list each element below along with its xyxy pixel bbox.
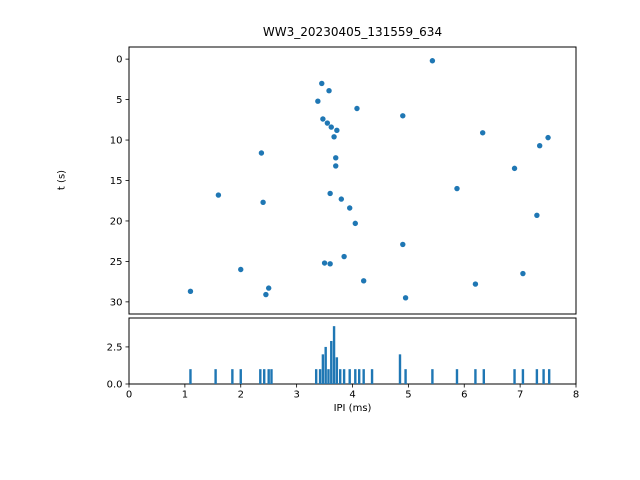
bar-axes-frame — [128, 317, 577, 385]
bar — [431, 369, 434, 384]
y-tick-label: 0.0 — [107, 380, 123, 391]
scatter-point — [327, 190, 333, 197]
scatter-point — [545, 134, 551, 141]
y-tick-label: 2.5 — [107, 342, 123, 353]
y-tick-label: 25 — [110, 257, 123, 268]
bar — [267, 369, 270, 384]
scatter-point — [338, 196, 345, 202]
scatter-point — [536, 143, 543, 149]
scatter-point — [360, 278, 367, 284]
x-tick-label: 4 — [349, 390, 355, 401]
bar — [455, 369, 459, 384]
x-tick-label: 0 — [126, 390, 132, 401]
bar — [314, 369, 318, 384]
scatter-point — [238, 266, 244, 273]
x-axis-label: IPI (ms) — [333, 403, 372, 414]
y-tick-label: 0 — [116, 55, 122, 66]
scatter-point — [187, 288, 194, 295]
x-tick-label: 2 — [238, 390, 244, 401]
x-tick-label: 6 — [461, 390, 467, 401]
scatter-point — [429, 58, 436, 64]
scatter-point — [319, 80, 325, 87]
bar — [339, 369, 342, 384]
bar — [324, 346, 327, 384]
bar — [398, 354, 402, 384]
scatter-point — [333, 155, 339, 161]
bar — [404, 369, 407, 384]
scatter-point — [321, 260, 328, 266]
bar — [342, 369, 346, 384]
bar — [358, 369, 361, 384]
scatter-point — [333, 163, 339, 169]
scatter-point — [324, 120, 331, 126]
scatter-point — [265, 285, 272, 291]
scatter-point — [328, 124, 334, 130]
scatter-point — [400, 113, 406, 119]
bar — [239, 369, 242, 384]
scatter-point — [326, 87, 332, 94]
scatter-point — [534, 212, 540, 218]
bar — [259, 369, 262, 384]
bar — [332, 326, 336, 384]
scatter-point — [331, 134, 337, 140]
scatter-point — [454, 185, 460, 192]
scatter-point — [341, 253, 347, 260]
scatter-point — [260, 199, 266, 206]
bar — [321, 354, 325, 384]
bar — [318, 369, 322, 384]
bar — [482, 369, 486, 384]
bar — [327, 369, 330, 384]
bar — [231, 369, 234, 384]
bar — [547, 369, 551, 384]
scatter-point — [479, 130, 486, 136]
bar — [535, 369, 539, 384]
bar — [189, 369, 192, 384]
bar — [521, 369, 525, 384]
bar — [335, 357, 339, 384]
scatter-point — [472, 281, 479, 287]
scatter-point — [320, 116, 326, 122]
bar — [263, 369, 266, 384]
bar — [214, 369, 217, 384]
bar — [348, 369, 351, 384]
scatter-point — [334, 127, 340, 134]
scatter-point — [263, 291, 269, 298]
scatter-point — [354, 105, 360, 112]
x-tick-label: 3 — [293, 390, 299, 401]
bar — [542, 369, 545, 384]
scatter-point — [347, 205, 353, 211]
x-tick-label: 7 — [517, 390, 523, 401]
scatter-point — [327, 261, 333, 267]
y-tick-label: 5 — [116, 95, 122, 106]
scatter-point — [315, 98, 321, 104]
chart-title: WW3_20230405_131559_634 — [262, 25, 443, 39]
bar — [474, 369, 477, 384]
bar — [362, 369, 365, 384]
y-tick-label: 10 — [110, 136, 123, 147]
bar — [513, 369, 516, 384]
scatter-point — [258, 150, 265, 156]
bar — [354, 369, 357, 384]
scatter-point — [352, 220, 358, 227]
y-tick-label: 30 — [110, 297, 123, 308]
scatter-point — [215, 192, 222, 198]
x-tick-label: 1 — [182, 390, 188, 401]
scatter-point — [520, 270, 526, 277]
scatter-axes-frame — [128, 46, 577, 315]
scatter-point — [400, 241, 406, 248]
scatter-point — [511, 165, 518, 172]
bar — [270, 369, 273, 384]
x-tick-label: 8 — [573, 390, 579, 401]
bar — [330, 340, 333, 384]
y-axis-label: t (s) — [56, 169, 68, 191]
bar — [370, 369, 374, 384]
y-tick-label: 15 — [110, 176, 123, 187]
scatter-point — [402, 295, 409, 301]
x-tick-label: 5 — [405, 390, 411, 401]
y-tick-label: 20 — [110, 216, 123, 227]
